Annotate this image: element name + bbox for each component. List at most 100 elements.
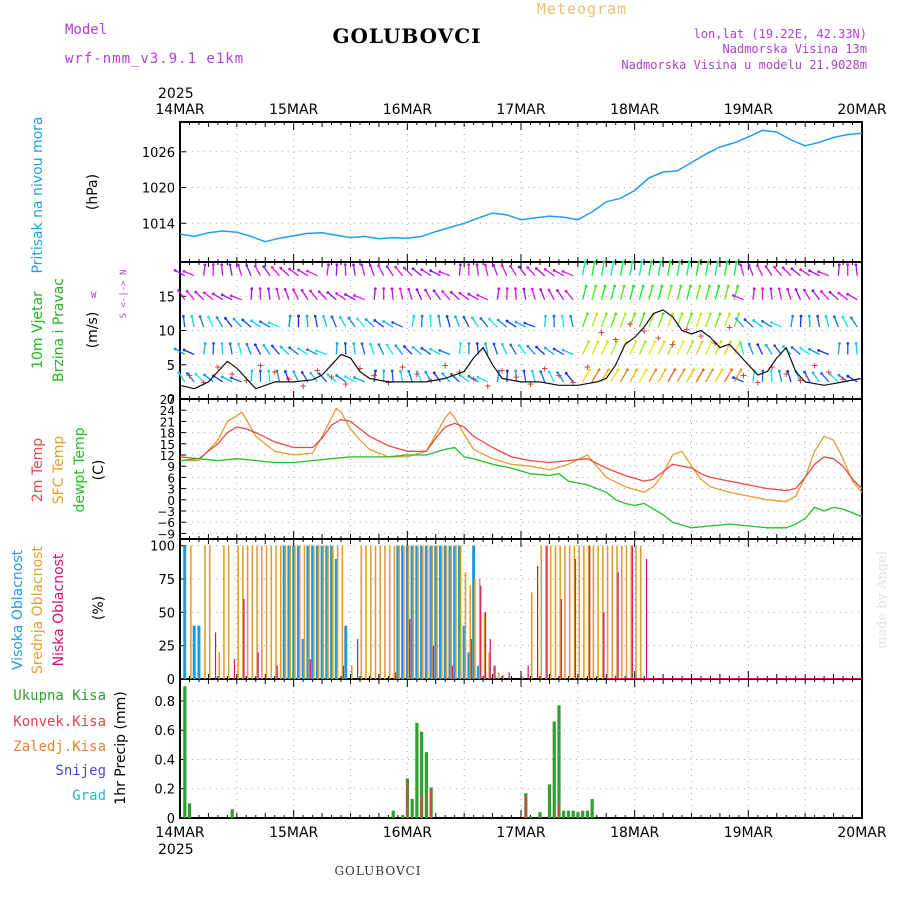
wind-arrow [676, 341, 684, 355]
wind-arrow-head [475, 342, 479, 345]
wind-arrow [800, 269, 811, 277]
precip-bar [547, 784, 552, 818]
wind-arrow-head [458, 263, 462, 267]
wind-arrow-head [305, 314, 309, 318]
wind-arrow [565, 290, 574, 301]
temp-2m-label: 2m Temp [30, 438, 46, 502]
cloud-bar [334, 559, 338, 679]
wind-arrow-head [288, 267, 292, 271]
wind-arrow-head [250, 319, 253, 323]
precip-bar [528, 816, 533, 818]
wind-arrow [847, 293, 858, 301]
wind-arrow-head [297, 268, 300, 272]
cloud-bar [342, 665, 345, 679]
cloud-bar [451, 665, 453, 679]
wind-arrow-head [369, 342, 372, 346]
wind-arrow-head [267, 287, 270, 291]
wind-arrow-head [185, 371, 189, 375]
wind-arrow-head [194, 372, 198, 376]
wind-arrow [657, 261, 662, 276]
wind-arrow-head [432, 289, 436, 293]
wind-arrow-head [828, 290, 832, 294]
y-tick-label: 0.8 [154, 695, 175, 710]
top-date-labels: 14MAR 15MAR 16MAR 17MAR 18MAR 19MAR 20MAR [155, 102, 886, 118]
wind-arrow-head [509, 264, 512, 268]
wind-arrow-head [437, 314, 441, 318]
wind-arrow [231, 377, 242, 383]
wind-arrow [600, 261, 605, 276]
wind-arrow [477, 294, 489, 301]
wind-arrow [276, 371, 281, 383]
wind-arrow [207, 316, 214, 328]
cloud-bar [204, 545, 206, 679]
cloud-bar [410, 545, 414, 679]
wind-arrow-head [623, 312, 627, 316]
wind-arrow-head [730, 368, 734, 372]
wind-arrow [695, 369, 704, 383]
wind-arrow-head [535, 345, 538, 349]
cloud-bar [351, 665, 353, 679]
wind-arrow-head [769, 287, 773, 291]
wind-arrow [344, 264, 347, 276]
cloud-bar [284, 545, 287, 679]
wind-arrow [383, 320, 394, 328]
cloud-bar [275, 545, 277, 679]
wind-arrow-head [626, 368, 629, 372]
precip-unit: 1hr Precip (mm) [113, 691, 129, 804]
wind-arrow [391, 370, 394, 382]
wind-arrow [705, 341, 713, 355]
precip-bar [410, 798, 414, 818]
wind-arrow-head [297, 347, 300, 351]
y-tick-label: 0.6 [154, 724, 175, 739]
wind-arrow-head [203, 373, 207, 377]
wind-arrow [808, 316, 811, 328]
cloud-bar [438, 545, 442, 679]
precip-bar [415, 722, 419, 818]
cloud-bar [301, 639, 305, 679]
wind-arrow-head [262, 265, 266, 269]
wind-arrow-head [820, 290, 823, 293]
wind-arrow [686, 285, 692, 300]
date-label-top: 14MAR [155, 102, 204, 118]
wind-arrow [676, 369, 685, 383]
wind-arrow-head [207, 315, 210, 319]
wind-arrow-head [360, 342, 364, 346]
wind-arrow-head [467, 374, 471, 378]
cloud-bar [394, 672, 397, 679]
wind-arrow [581, 261, 586, 276]
wind-arrow-head [177, 371, 181, 375]
high-cloud-label: Visoka Oblacnost [10, 549, 26, 670]
cloud-bar [488, 652, 490, 679]
wind-arrow [581, 285, 587, 300]
cloud-bar [360, 545, 363, 679]
wind-arrow [619, 313, 626, 328]
wind-arrow [352, 264, 356, 276]
cloud-bar [309, 659, 311, 679]
wind-arrow [770, 370, 773, 382]
wind-arrow-head [300, 288, 304, 292]
wind-arrow-head [678, 260, 682, 264]
wind-arrow [733, 369, 742, 383]
wind-arrow-head [509, 343, 513, 347]
cloud-bar [568, 545, 571, 679]
wind-arrow-head [807, 314, 811, 318]
cloud-bar [417, 545, 419, 679]
wind-arrow-head [747, 264, 751, 267]
wind-arrow-head [220, 375, 224, 379]
wind-arrow [686, 341, 694, 355]
wind-arrow-head [673, 368, 677, 372]
cloud-bar [313, 545, 315, 679]
wind-arrow [544, 316, 547, 328]
wind-arrow-head [698, 284, 702, 288]
gust-marker: + [754, 376, 761, 389]
cloud-bar [453, 545, 457, 679]
wind-arrow-head [253, 264, 257, 268]
wind-arrow [454, 316, 461, 328]
wind-arrow [353, 343, 356, 355]
gust-marker: + [683, 323, 690, 336]
wind-arrow [527, 345, 536, 355]
wind-arrow [310, 372, 318, 383]
wind-arrow [774, 266, 782, 277]
date-label-top: 18MAR [610, 102, 659, 118]
wind-arrow-head [692, 368, 696, 372]
